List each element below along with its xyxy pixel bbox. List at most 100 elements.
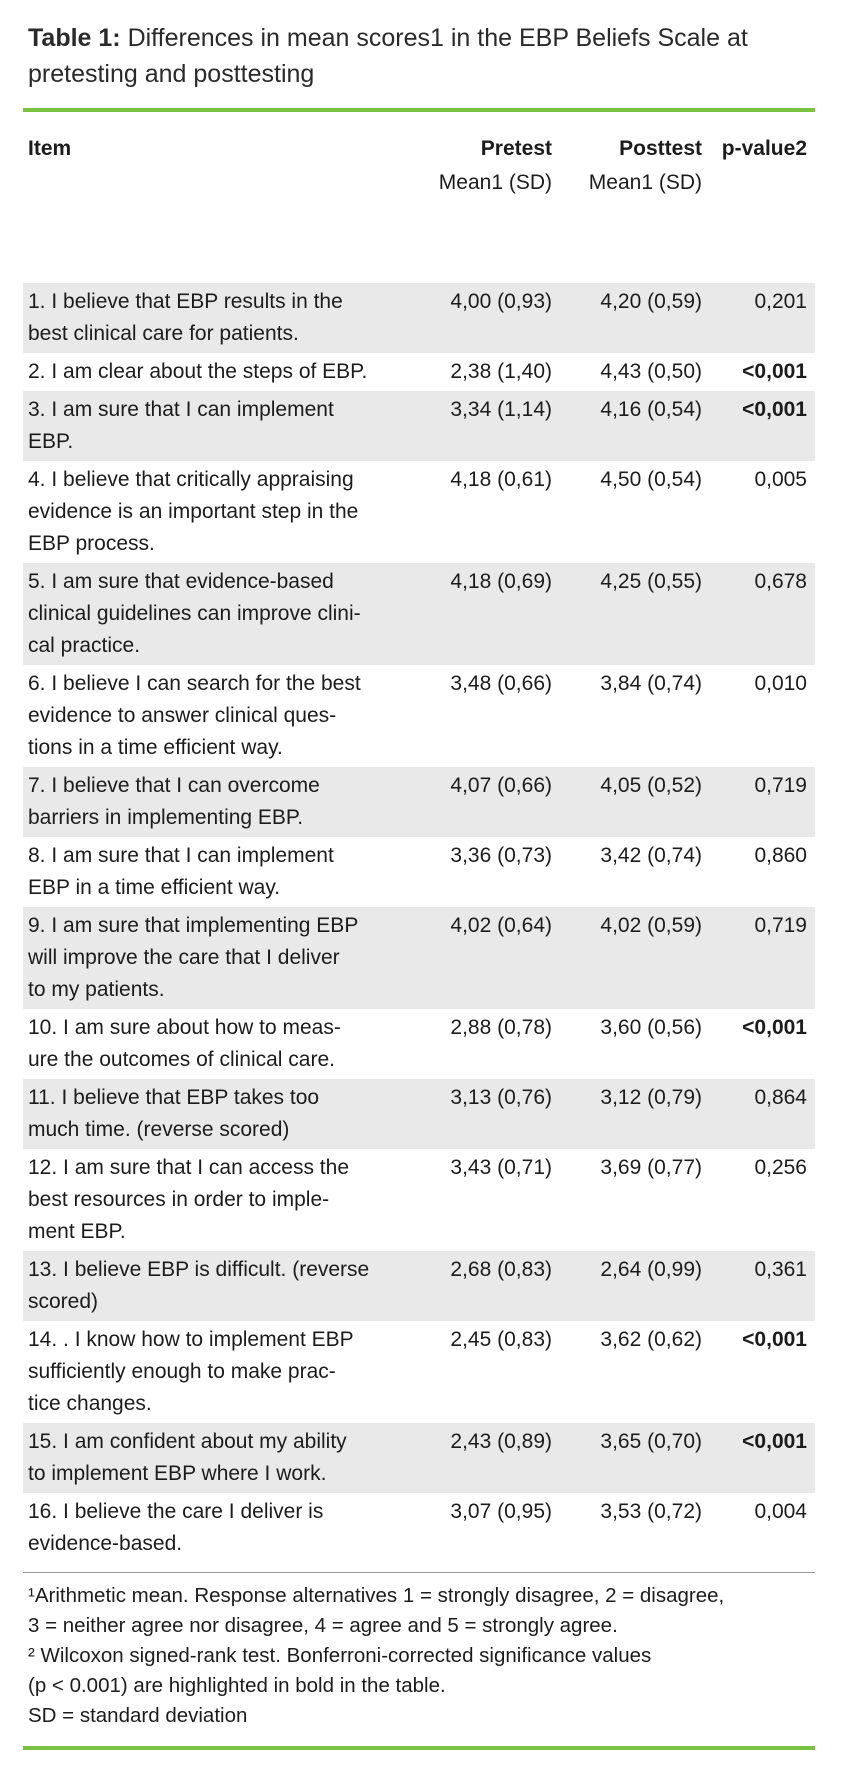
footnote-line: SD = standard deviation <box>28 1704 248 1727</box>
footnote-line: ¹Arithmetic mean. Response alternatives … <box>28 1584 725 1607</box>
pretest-cell: 3,36 (0,73) <box>450 844 552 867</box>
p-value-cell: 0,719 <box>754 774 807 797</box>
posttest-cell: 4,20 (0,59) <box>600 290 702 313</box>
item-cell: 11. I believe that EBP takes too much ti… <box>28 1086 320 1141</box>
p-value-cell: <0,001 <box>742 1016 807 1039</box>
pretest-cell: 2,38 (1,40) <box>450 360 552 383</box>
pretest-cell: 2,45 (0,83) <box>450 1328 552 1351</box>
item-cell: 13. I believe EBP is difficult. (reverse… <box>28 1258 370 1313</box>
item-cell: 2. I am clear about the steps of EBP. <box>28 360 368 383</box>
item-cell: 8. I am sure that I can implement EBP in… <box>28 844 334 899</box>
table-header: Item Pretest Mean1 (SD) Posttest Mean1 (… <box>23 112 815 203</box>
table-row: 6. I believe I can search for the best e… <box>23 665 815 767</box>
bottom-rule <box>23 1746 815 1750</box>
p-value-cell: <0,001 <box>742 398 807 421</box>
column-header-posttest: Posttest Mean1 (SD) <box>552 132 702 200</box>
table-row: 10. I am sure about how to meas- ure the… <box>23 1009 815 1079</box>
item-cell: 9. I am sure that implementing EBP will … <box>28 914 359 1001</box>
p-value-cell: 0,004 <box>754 1500 807 1523</box>
item-cell: 12. I am sure that I can access the best… <box>28 1156 349 1243</box>
results-table: Item Pretest Mean1 (SD) Posttest Mean1 (… <box>23 112 815 1563</box>
pretest-cell: 4,00 (0,93) <box>450 290 552 313</box>
table-row: 8. I am sure that I can implement EBP in… <box>23 837 815 907</box>
posttest-cell: 3,69 (0,77) <box>600 1156 702 1179</box>
top-rule <box>23 108 815 112</box>
table-row: 15. I am confident about my ability to i… <box>23 1423 815 1493</box>
table-row: 3. I am sure that I can implement EBP. 3,… <box>23 391 815 461</box>
posttest-cell: 3,62 (0,62) <box>600 1328 702 1351</box>
item-cell: 7. I believe that I can overcome barrier… <box>28 774 320 829</box>
pretest-cell: 3,34 (1,14) <box>450 398 552 421</box>
item-cell: 6. I believe I can search for the best e… <box>28 672 361 759</box>
table-row: 13. I believe EBP is difficult. (reverse… <box>23 1251 815 1321</box>
posttest-cell: 4,16 (0,54) <box>600 398 702 421</box>
table-row: 14. . I know how to implement EBP suffic… <box>23 1321 815 1423</box>
p-value-cell: 0,719 <box>754 914 807 937</box>
posttest-cell: 4,25 (0,55) <box>600 570 702 593</box>
posttest-cell: 4,05 (0,52) <box>600 774 702 797</box>
table-row: 11. I believe that EBP takes too much ti… <box>23 1079 815 1149</box>
posttest-cell: 3,53 (0,72) <box>600 1500 702 1523</box>
table-row: 12. I am sure that I can access the best… <box>23 1149 815 1251</box>
posttest-cell: 4,50 (0,54) <box>600 468 702 491</box>
pretest-cell: 4,18 (0,61) <box>450 468 552 491</box>
table-row: 5. I am sure that evidence-based clinica… <box>23 563 815 665</box>
item-cell: 5. I am sure that evidence-based clinica… <box>28 570 361 657</box>
table-row: 9. I am sure that implementing EBP will … <box>23 907 815 1009</box>
posttest-cell: 2,64 (0,99) <box>600 1258 702 1281</box>
p-value-cell: <0,001 <box>742 360 807 383</box>
table-row: 16. I believe the care I deliver is evid… <box>23 1493 815 1563</box>
footnote-line: 3 = neither agree nor disagree, 4 = agre… <box>28 1614 618 1637</box>
p-value-cell: 0,860 <box>754 844 807 867</box>
p-value-cell: 0,201 <box>754 290 807 313</box>
pretest-cell: 3,13 (0,76) <box>450 1086 552 1109</box>
pretest-label: Pretest <box>480 137 552 160</box>
table-title: Table 1: Differences in mean scores1 in … <box>28 20 808 92</box>
posttest-subheader: Mean1 (SD) <box>588 171 702 194</box>
pretest-cell: 4,07 (0,66) <box>450 774 552 797</box>
p-value-cell: 0,010 <box>754 672 807 695</box>
item-cell: 14. . I know how to implement EBP suffic… <box>28 1328 354 1415</box>
table-title-text: Differences in mean scores1 in the EBP B… <box>28 24 748 88</box>
pretest-cell: 4,02 (0,64) <box>450 914 552 937</box>
p-value-cell: 0,256 <box>754 1156 807 1179</box>
p-value-cell: 0,678 <box>754 570 807 593</box>
p-value-cell: <0,001 <box>742 1430 807 1453</box>
table-row: 2. I am clear about the steps of EBP. 2,3… <box>23 353 815 391</box>
column-header-item: Item <box>28 137 72 160</box>
posttest-cell: 3,84 (0,74) <box>600 672 702 695</box>
pretest-cell: 3,48 (0,66) <box>450 672 552 695</box>
pretest-cell: 2,43 (0,89) <box>450 1430 552 1453</box>
footnote-divider <box>23 1572 815 1573</box>
table-row: 4. I believe that critically appraising … <box>23 461 815 563</box>
posttest-cell: 3,60 (0,56) <box>600 1016 702 1039</box>
p-value-cell: <0,001 <box>742 1328 807 1351</box>
posttest-cell: 3,65 (0,70) <box>600 1430 702 1453</box>
item-cell: 3. I am sure that I can implement EBP. <box>28 398 334 453</box>
pretest-cell: 3,07 (0,95) <box>450 1500 552 1523</box>
posttest-cell: 4,02 (0,59) <box>600 914 702 937</box>
item-cell: 15. I am confident about my ability to i… <box>28 1430 347 1485</box>
pretest-cell: 3,43 (0,71) <box>450 1156 552 1179</box>
pretest-cell: 2,68 (0,83) <box>450 1258 552 1281</box>
footnote-line: ² Wilcoxon signed-rank test. Bonferroni-… <box>28 1644 652 1667</box>
posttest-label: Posttest <box>619 137 702 160</box>
posttest-cell: 3,42 (0,74) <box>600 844 702 867</box>
p-value-cell: 0,864 <box>754 1086 807 1109</box>
column-header-p-value: p-value2 <box>721 137 807 160</box>
table-row: 1. I believe that EBP results in the bes… <box>23 283 815 353</box>
pretest-cell: 4,18 (0,69) <box>450 570 552 593</box>
item-cell: 10. I am sure about how to meas- ure the… <box>28 1016 341 1071</box>
column-header-pretest: Pretest Mean1 (SD) <box>402 132 552 200</box>
table-body: 1. I believe that EBP results in the bes… <box>23 283 815 1563</box>
pretest-cell: 2,88 (0,78) <box>450 1016 552 1039</box>
table-title-label: Table 1: <box>28 24 121 52</box>
pretest-subheader: Mean1 (SD) <box>438 171 552 194</box>
item-cell: 4. I believe that critically appraising … <box>28 468 359 555</box>
p-value-cell: 0,361 <box>754 1258 807 1281</box>
posttest-cell: 3,12 (0,79) <box>600 1086 702 1109</box>
footnotes: ¹Arithmetic mean. Response alternatives … <box>28 1581 815 1731</box>
table-row: 7. I believe that I can overcome barrier… <box>23 767 815 837</box>
item-cell: 1. I believe that EBP results in the bes… <box>28 290 343 345</box>
